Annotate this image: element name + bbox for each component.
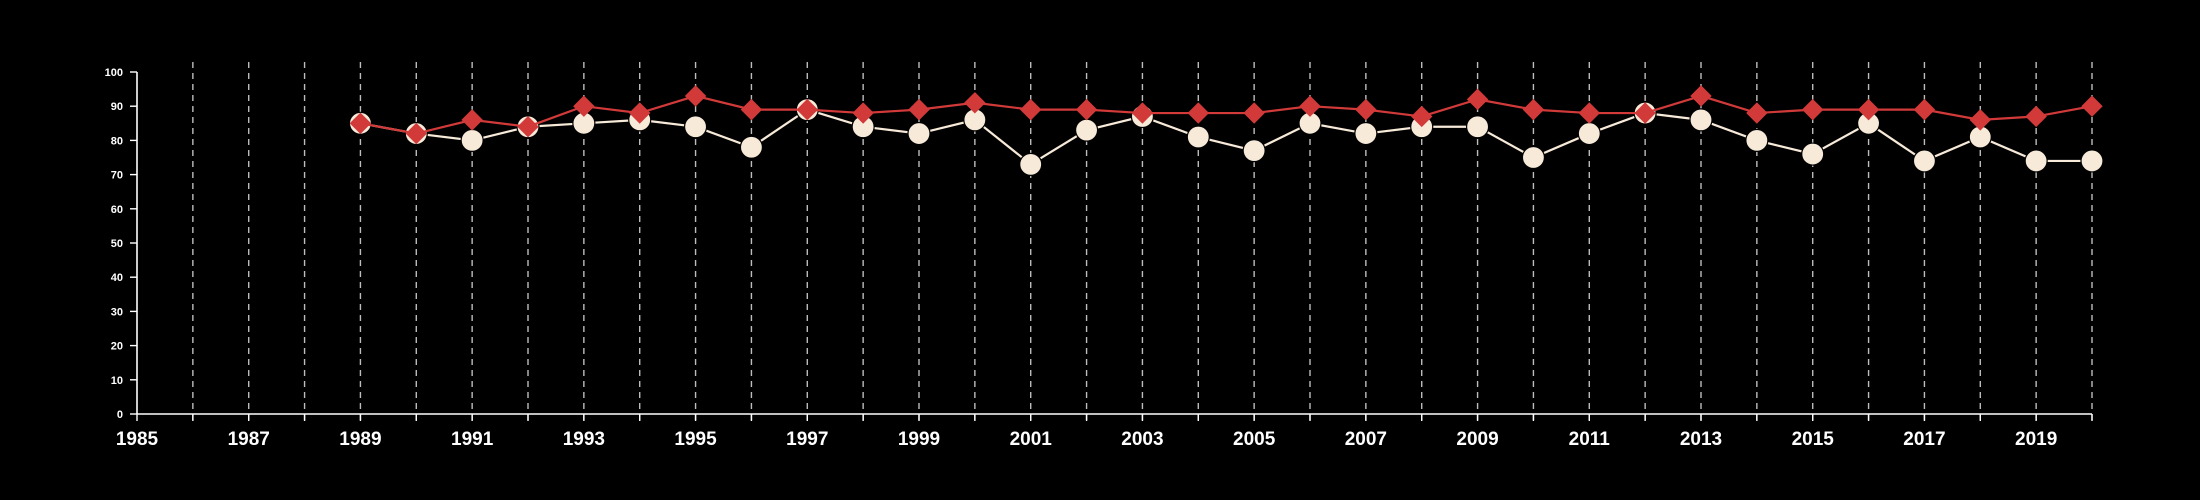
point-1-1996 <box>739 135 764 159</box>
point-1-2005 <box>1242 139 1266 163</box>
point-1-2004 <box>1186 125 1210 149</box>
y-tick-label-30: 30 <box>111 306 123 318</box>
series-0 <box>349 85 2103 145</box>
point-0-2000 <box>964 92 986 114</box>
y-tick-label-40: 40 <box>111 272 123 284</box>
point-0-2005 <box>1243 102 1265 124</box>
point-0-1992 <box>517 116 539 138</box>
series-layer <box>348 85 2104 176</box>
point-0-2019 <box>2025 105 2047 128</box>
point-0-2013 <box>1690 85 1712 107</box>
x-tick-label-2015: 2015 <box>1792 429 1835 450</box>
point-0-1998 <box>852 102 874 124</box>
y-tick-label-70: 70 <box>111 170 123 182</box>
point-0-2011 <box>1578 102 1600 124</box>
x-tick-label-2005: 2005 <box>1233 429 1276 450</box>
point-0-2008 <box>1411 105 1433 128</box>
point-0-1994 <box>629 102 651 124</box>
series-line-1 <box>360 108 2092 166</box>
y-tick-label-80: 80 <box>111 135 123 147</box>
x-tick-label-1987: 1987 <box>228 429 270 450</box>
y-tick-label-10: 10 <box>111 375 123 387</box>
point-1-2020 <box>2080 149 2104 173</box>
x-tick-label-1995: 1995 <box>674 429 717 450</box>
point-0-2018 <box>1969 109 1991 131</box>
y-tick-label-0: 0 <box>117 409 123 421</box>
point-1-2007 <box>1354 121 1378 146</box>
x-tick-label-2009: 2009 <box>1456 429 1498 450</box>
point-0-1996 <box>740 98 763 121</box>
point-1-2019 <box>2024 149 2048 173</box>
point-0-1997 <box>796 98 818 121</box>
point-1-2014 <box>1745 128 1769 152</box>
point-0-1989 <box>349 112 372 135</box>
point-0-1999 <box>908 98 930 121</box>
point-1-1999 <box>907 121 931 146</box>
point-1-2010 <box>1521 145 1546 170</box>
x-tick-label-1989: 1989 <box>339 429 381 450</box>
x-tick-label-2001: 2001 <box>1010 429 1053 450</box>
point-0-2020 <box>2081 95 2103 117</box>
point-1-2015 <box>1801 142 1825 166</box>
x-tick-label-2013: 2013 <box>1680 429 1722 450</box>
point-0-2017 <box>1913 98 1936 121</box>
point-0-2007 <box>1355 98 1377 121</box>
x-tick-label-1999: 1999 <box>898 429 940 450</box>
y-tick-label-20: 20 <box>111 341 123 353</box>
point-1-2001 <box>1019 152 1043 176</box>
point-0-2003 <box>1131 102 1154 124</box>
x-tick-label-2019: 2019 <box>2015 429 2057 450</box>
x-tick-label-1985: 1985 <box>116 429 159 450</box>
x-tick-label-2011: 2011 <box>1569 429 1611 450</box>
point-1-1991 <box>460 128 484 152</box>
x-tick-label-1997: 1997 <box>786 429 828 450</box>
point-1-2017 <box>1912 149 1937 173</box>
point-0-2014 <box>1746 102 1768 124</box>
point-1-2002 <box>1074 118 1099 142</box>
y-tick-label-90: 90 <box>111 101 123 113</box>
y-tick-label-100: 100 <box>105 67 123 79</box>
point-1-1995 <box>683 115 708 139</box>
x-tick-label-1991: 1991 <box>451 429 494 450</box>
point-0-2016 <box>1857 98 1880 121</box>
y-tick-label-60: 60 <box>111 204 123 216</box>
point-0-2009 <box>1466 88 1489 111</box>
point-0-1991 <box>461 109 483 131</box>
point-0-2012 <box>1634 102 1656 124</box>
series-line-0 <box>360 94 2093 135</box>
point-1-2011 <box>1577 121 1601 146</box>
point-0-1995 <box>684 85 707 107</box>
point-0-2015 <box>1802 98 1824 121</box>
point-0-1990 <box>405 122 427 145</box>
point-0-2002 <box>1075 98 1098 121</box>
point-0-2004 <box>1187 102 1209 124</box>
x-axis-ticks: 1985 1987 1989 1991 1993 1995 1997 1999 2001 2003… <box>116 414 2093 450</box>
y-tick-label-50: 50 <box>111 238 123 250</box>
x-tick-label-2007: 2007 <box>1345 429 1387 450</box>
point-0-2001 <box>1020 98 1042 121</box>
x-tick-label-2003: 2003 <box>1121 429 1163 450</box>
point-1-2009 <box>1465 115 1490 139</box>
point-0-2010 <box>1522 98 1545 121</box>
point-0-2006 <box>1299 95 1321 117</box>
x-tick-label-1993: 1993 <box>563 429 605 450</box>
x-tick-label-2017: 2017 <box>1903 429 1945 450</box>
y-axis-ticks: 0 10 20 30 40 50 60 70 80 90 100 <box>105 67 137 421</box>
point-1-2013 <box>1689 108 1713 132</box>
point-0-1993 <box>573 95 595 117</box>
